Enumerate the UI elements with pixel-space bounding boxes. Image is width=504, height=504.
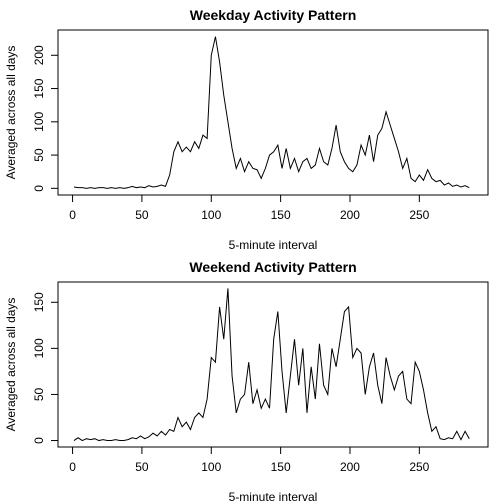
chart-title: Weekday Activity Pattern (190, 7, 357, 23)
y-tick-label: 0 (32, 185, 46, 192)
y-tick-label: 50 (32, 148, 46, 162)
x-axis-label: 5-minute interval (229, 238, 318, 252)
y-axis-label: Averaged across all days (4, 46, 18, 180)
y-tick-label: 50 (32, 387, 46, 401)
x-tick-label: 100 (201, 208, 221, 222)
chart-title: Weekend Activity Pattern (189, 259, 356, 275)
x-tick-label: 250 (409, 460, 429, 474)
x-tick-label: 50 (135, 208, 149, 222)
x-tick-label: 200 (340, 460, 360, 474)
x-tick-label: 150 (271, 208, 291, 222)
y-tick-label: 100 (32, 338, 46, 358)
y-axis-label: Averaged across all days (4, 298, 18, 432)
x-tick-label: 100 (201, 460, 221, 474)
y-tick-label: 100 (32, 111, 46, 131)
data-line (73, 36, 470, 189)
data-line (73, 288, 470, 442)
x-axis-label: 5-minute interval (229, 490, 318, 504)
plot-box (57, 29, 489, 196)
x-tick-label: 200 (340, 208, 360, 222)
y-tick-label: 0 (32, 437, 46, 444)
x-tick-label: 250 (409, 208, 429, 222)
plot-box (57, 281, 489, 448)
y-tick-label: 200 (32, 45, 46, 65)
x-tick-label: 50 (135, 460, 149, 474)
y-tick-label: 150 (32, 292, 46, 312)
x-tick-label: 150 (271, 460, 291, 474)
x-tick-label: 0 (69, 208, 76, 222)
y-tick-label: 150 (32, 78, 46, 98)
x-tick-label: 0 (69, 460, 76, 474)
